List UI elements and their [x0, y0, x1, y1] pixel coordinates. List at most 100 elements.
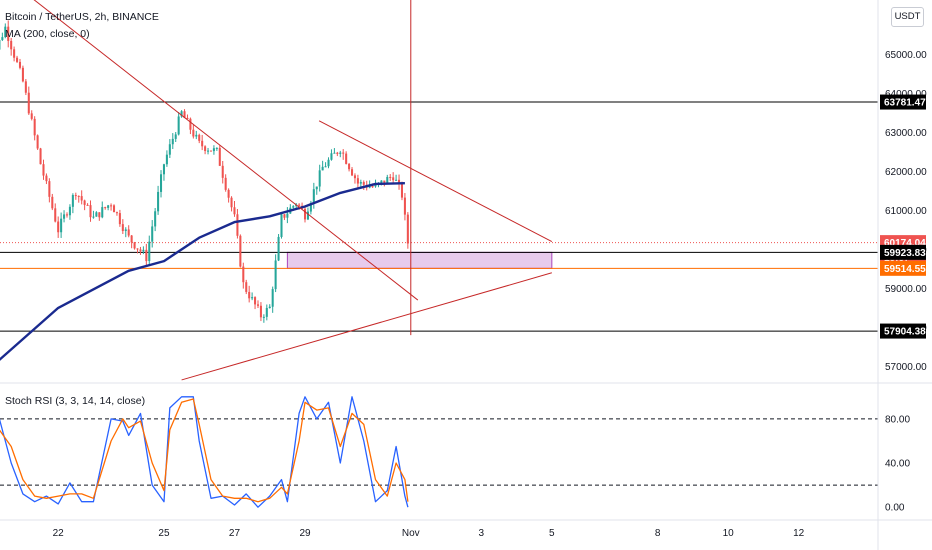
candle — [265, 304, 268, 321]
stoch-rsi-legend[interactable]: Stoch RSI (3, 3, 14, 14, close) — [5, 395, 146, 407]
candle-body — [353, 175, 356, 179]
candle-body — [318, 170, 321, 187]
candle — [36, 134, 39, 150]
candle — [142, 246, 145, 255]
candle-body — [292, 206, 295, 208]
support-zone — [286, 251, 553, 269]
candle-body — [104, 207, 107, 209]
candle — [130, 235, 133, 249]
candle-body — [124, 229, 127, 232]
candle — [139, 246, 142, 255]
candle — [124, 227, 127, 238]
candle-body — [248, 291, 251, 299]
price-tick-label: 64000.00 — [885, 89, 927, 100]
candle — [189, 117, 192, 135]
candle-body — [312, 189, 315, 203]
candle — [121, 219, 124, 234]
candle-body — [130, 235, 133, 243]
ma-legend[interactable]: MA (200, close, 0) — [5, 28, 90, 40]
osc-tick-label: 80.00 — [885, 414, 910, 425]
candle-body — [89, 205, 92, 218]
candle-body — [65, 214, 69, 216]
price-pane[interactable] — [0, 0, 878, 381]
osc-tick-label: 0.00 — [885, 503, 905, 514]
candle — [215, 147, 218, 151]
candle — [236, 208, 239, 239]
candle-body — [277, 236, 280, 261]
candle — [104, 206, 107, 210]
candle — [327, 157, 330, 169]
candle-body — [327, 159, 330, 167]
candle — [186, 114, 189, 119]
candle — [389, 174, 392, 181]
candle — [168, 139, 171, 158]
candle-body — [371, 186, 374, 188]
candle — [224, 174, 227, 192]
candle-body — [171, 138, 174, 145]
candle-body — [1, 37, 4, 40]
candle-body — [348, 163, 351, 170]
currency-selector[interactable]: USDT — [891, 7, 924, 27]
candle-body — [174, 134, 177, 139]
candle-body — [54, 208, 57, 222]
candle-body — [303, 208, 307, 220]
candle — [403, 193, 406, 221]
price-tag-label: 59514.55 — [884, 264, 926, 275]
candle — [262, 314, 265, 323]
candle — [107, 204, 110, 211]
candle-body — [324, 166, 327, 168]
candle-body — [254, 297, 257, 305]
candle — [4, 23, 7, 39]
candle — [133, 241, 136, 250]
symbol-legend[interactable]: Bitcoin / TetherUS, 2h, BINANCE — [5, 11, 159, 23]
candle — [136, 248, 139, 254]
candle-body — [151, 226, 154, 242]
candle — [330, 149, 333, 161]
price-tag-bg — [880, 323, 926, 339]
candle-body — [215, 147, 218, 149]
candle — [280, 212, 283, 239]
price-tick-label: 57000.00 — [885, 362, 927, 373]
candle-body — [239, 235, 242, 267]
candle-body — [27, 92, 30, 114]
candle-body — [142, 249, 145, 252]
stoch-rsi-pane[interactable] — [0, 396, 878, 508]
candle-body — [330, 153, 333, 160]
candle — [386, 174, 389, 184]
candle — [127, 225, 130, 238]
candle — [324, 162, 327, 168]
candle-body — [154, 211, 157, 227]
candle-body — [386, 176, 389, 184]
candle-body — [342, 152, 345, 154]
candle-body — [183, 111, 186, 118]
candle — [239, 234, 242, 268]
candle — [283, 213, 286, 221]
candle — [42, 159, 45, 180]
trendline-1 — [33, 0, 419, 301]
candle — [259, 302, 262, 322]
candle — [157, 185, 160, 215]
candle-body — [51, 196, 54, 209]
candle-body — [48, 181, 51, 197]
candle-body — [380, 180, 383, 183]
candle — [13, 46, 16, 62]
candle-body — [148, 241, 151, 262]
candle — [350, 167, 354, 177]
candle-body — [350, 169, 354, 176]
candle-body — [395, 179, 398, 181]
candle — [209, 150, 213, 152]
candle — [233, 200, 236, 217]
candle-body — [157, 191, 160, 212]
candle — [336, 151, 339, 157]
candle-body — [112, 205, 116, 213]
candle — [230, 196, 233, 212]
candle — [65, 212, 69, 218]
price-tag-bg — [880, 260, 926, 276]
candle-body — [280, 214, 283, 237]
candle-body — [80, 196, 83, 201]
candle — [151, 220, 154, 248]
candle-body — [165, 154, 168, 165]
candle-body — [127, 229, 130, 236]
candle — [254, 296, 257, 310]
